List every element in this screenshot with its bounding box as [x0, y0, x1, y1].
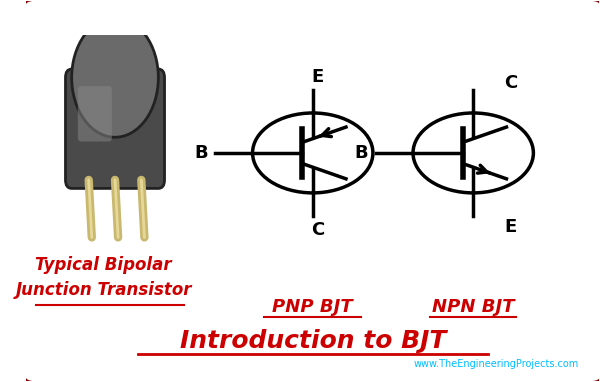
- Text: B: B: [194, 144, 208, 162]
- Text: C: C: [504, 74, 517, 92]
- FancyBboxPatch shape: [23, 0, 600, 382]
- Text: B: B: [355, 144, 368, 162]
- Text: E: E: [311, 68, 323, 86]
- Text: www.TheEngineeringProjects.com: www.TheEngineeringProjects.com: [414, 359, 579, 369]
- Text: Typical Bipolar: Typical Bipolar: [35, 256, 172, 274]
- Text: Introduction to BJT: Introduction to BJT: [179, 329, 446, 353]
- Text: NPN BJT: NPN BJT: [432, 298, 514, 316]
- Text: Junction Transistor: Junction Transistor: [15, 281, 192, 299]
- Text: E: E: [505, 218, 517, 236]
- Text: C: C: [311, 222, 324, 240]
- Text: PNP BJT: PNP BJT: [272, 298, 353, 316]
